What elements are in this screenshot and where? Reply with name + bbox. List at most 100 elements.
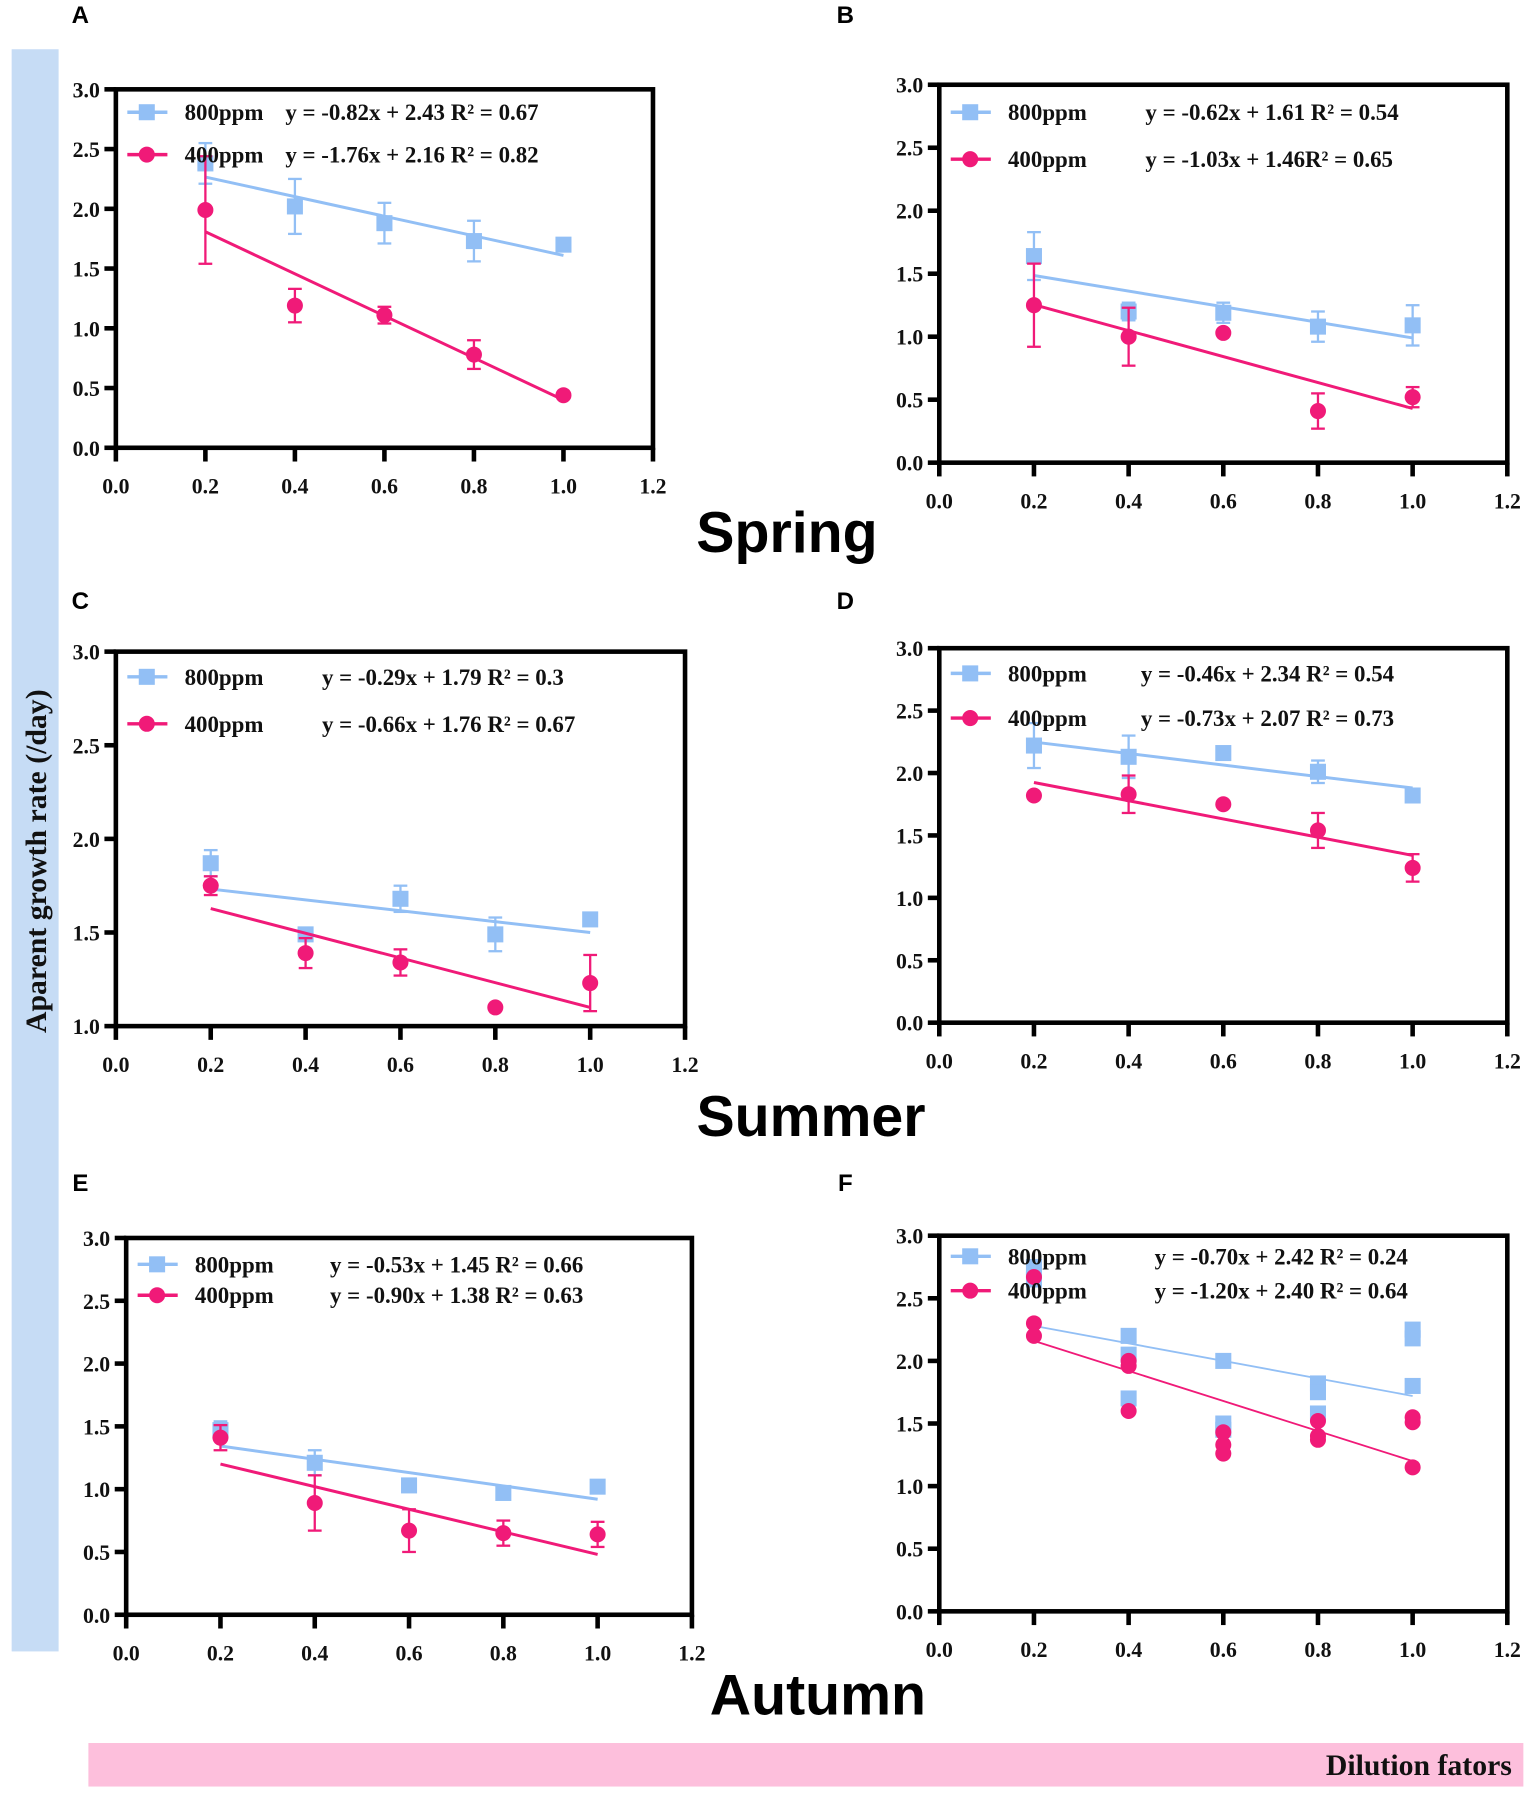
data-point	[555, 387, 572, 404]
x-tick-label: 0.8	[482, 1053, 509, 1077]
data-point	[1120, 1390, 1137, 1407]
data-point	[1404, 859, 1421, 876]
data-point	[1025, 787, 1042, 804]
legend-marker	[138, 104, 155, 121]
panel-b: B 0.0 0.2 0.4 0.6 0.8 1.0 1.2 0.0 0.5 1.0 1.5 2.0 2.5…	[837, 2, 1521, 514]
x-tick-label: 0.2	[197, 1053, 224, 1077]
y-tick-label: 1.5	[83, 1415, 110, 1439]
data-point	[1309, 1384, 1326, 1401]
data-point	[297, 945, 314, 962]
data-point	[1404, 787, 1421, 804]
data-point	[197, 201, 214, 219]
y-tick-label: 1.5	[896, 1413, 923, 1437]
x-tick-label: 0.6	[1210, 1638, 1237, 1662]
data-point	[1215, 1424, 1232, 1441]
x-tick-label: 0.6	[371, 475, 398, 499]
y-tick-label: 1.5	[73, 922, 100, 946]
series-800ppm: 800ppm y = -0.70x + 2.42 R² = 0.24	[950, 1244, 1421, 1438]
legend-label: 400ppm	[1008, 147, 1087, 172]
y-tick-label: 2.0	[896, 200, 923, 224]
data-point	[306, 1494, 323, 1512]
data-point	[1120, 1357, 1137, 1374]
data-point	[1215, 1445, 1232, 1462]
x-tick-label: 0.6	[387, 1053, 414, 1077]
y-tick-label: 3.0	[73, 641, 100, 665]
legend-equation: y = -1.03x + 1.46R² = 0.65	[1145, 147, 1393, 172]
legend-equation: y = -0.29x + 1.79 R² = 0.3	[322, 665, 564, 690]
y-tick-label: 2.5	[896, 700, 923, 724]
panel-e: E 0.0 0.2 0.4 0.6 0.8 1.0 1.2 0.0 0.5 1.0 1.5 2.0 2.5…	[72, 1170, 705, 1666]
data-point	[487, 926, 504, 943]
y-tick-label: 1.0	[73, 317, 100, 341]
legend-label: 800ppm	[1008, 100, 1087, 125]
fit-line	[220, 1444, 598, 1501]
data-point	[376, 307, 393, 324]
x-axis-label: Dilution fators	[1326, 1749, 1512, 1782]
data-point	[1120, 786, 1137, 803]
legend-marker	[962, 1282, 979, 1299]
legend-marker	[149, 1287, 166, 1304]
series-800ppm: 800ppm y = -0.62x + 1.61 R² = 0.54	[950, 100, 1421, 347]
y-axis-label: Aparent growth rate (/day)	[20, 689, 53, 1033]
legend-label: 800ppm	[185, 100, 264, 125]
legend-equation: y = -0.73x + 2.07 R² = 0.73	[1141, 706, 1394, 731]
data-point	[1215, 796, 1232, 813]
x-tick-label: 0.4	[281, 475, 308, 499]
panel-c: C 0.0 0.2 0.4 0.6 0.8 1.0 1.2 1.0 1.5 2.0 2.5 3.0 800…	[72, 588, 699, 1077]
data-point	[401, 1477, 418, 1494]
legend-marker	[138, 715, 155, 732]
x-tick-label: 0.8	[1304, 1638, 1331, 1662]
panel-letter: F	[838, 1170, 853, 1197]
data-point	[1025, 297, 1042, 314]
y-tick-label: 0.5	[896, 1538, 923, 1562]
x-tick-label: 1.2	[1494, 489, 1521, 513]
legend-equation: y = -0.66x + 1.76 R² = 0.67	[322, 712, 575, 737]
y-tick-label: 0.5	[83, 1541, 110, 1565]
fit-line	[1033, 1339, 1413, 1462]
data-point	[1120, 748, 1137, 765]
x-tick-label: 0.0	[102, 1053, 129, 1077]
y-tick-label: 2.0	[896, 1350, 923, 1374]
series-400ppm: 400ppm y = -1.20x + 2.40 R² = 0.64	[950, 1268, 1421, 1476]
series-400ppm: 400ppm y = -0.90x + 1.38 R² = 0.63	[137, 1283, 606, 1556]
y-tick-label: 1.5	[896, 263, 923, 287]
data-point	[1025, 1327, 1042, 1344]
panel-f: F 0.0 0.2 0.4 0.6 0.8 1.0 1.2 0.0 0.5 1.0 1.5 2.0 2.5…	[838, 1170, 1521, 1662]
panel-a: A 0.0 0.2 0.4 0.6 0.8 1.0 1.2 0.0 0.5 1.0 1.5 2.0 2.5…	[72, 2, 667, 499]
data-point	[286, 297, 303, 314]
x-tick-label: 0.0	[113, 1642, 140, 1666]
y-tick-label: 1.0	[73, 1015, 100, 1039]
data-point	[306, 1454, 323, 1471]
data-point	[1404, 1414, 1421, 1431]
plot-frame	[936, 1233, 1510, 1614]
data-point	[465, 346, 482, 363]
legend-marker	[962, 665, 979, 682]
y-tick-label: 0.0	[896, 452, 923, 476]
x-tick-label: 0.6	[1210, 1049, 1237, 1073]
data-point	[1309, 1431, 1326, 1448]
legend-marker	[962, 710, 979, 727]
legend-label: 400ppm	[1008, 1279, 1087, 1304]
data-point	[589, 1478, 606, 1495]
x-tick-label: 1.0	[1399, 1049, 1426, 1073]
legend-equation: y = -0.70x + 2.42 R² = 0.24	[1155, 1244, 1409, 1269]
panel-letter: D	[837, 588, 854, 615]
data-point	[555, 236, 572, 253]
y-tick-label: 3.0	[83, 1227, 110, 1251]
panel-letter: E	[72, 1170, 88, 1197]
y-tick-label: 1.5	[73, 258, 100, 282]
y-tick-label: 2.5	[73, 734, 100, 758]
data-point	[1025, 1268, 1042, 1286]
data-point	[1120, 1402, 1137, 1420]
series-800ppm: 800ppm y = -0.29x + 1.79 R² = 0.3	[127, 665, 599, 953]
data-point	[582, 975, 599, 992]
data-point	[202, 877, 219, 894]
data-point	[1215, 745, 1232, 762]
legend-label: 800ppm	[1008, 1244, 1087, 1269]
legend-marker	[149, 1256, 166, 1273]
y-tick-label: 1.0	[896, 1475, 923, 1499]
x-tick-label: 0.4	[292, 1053, 319, 1077]
x-tick-label: 0.0	[102, 475, 129, 499]
x-tick-label: 1.0	[584, 1642, 611, 1666]
panel-letter: B	[837, 2, 854, 29]
